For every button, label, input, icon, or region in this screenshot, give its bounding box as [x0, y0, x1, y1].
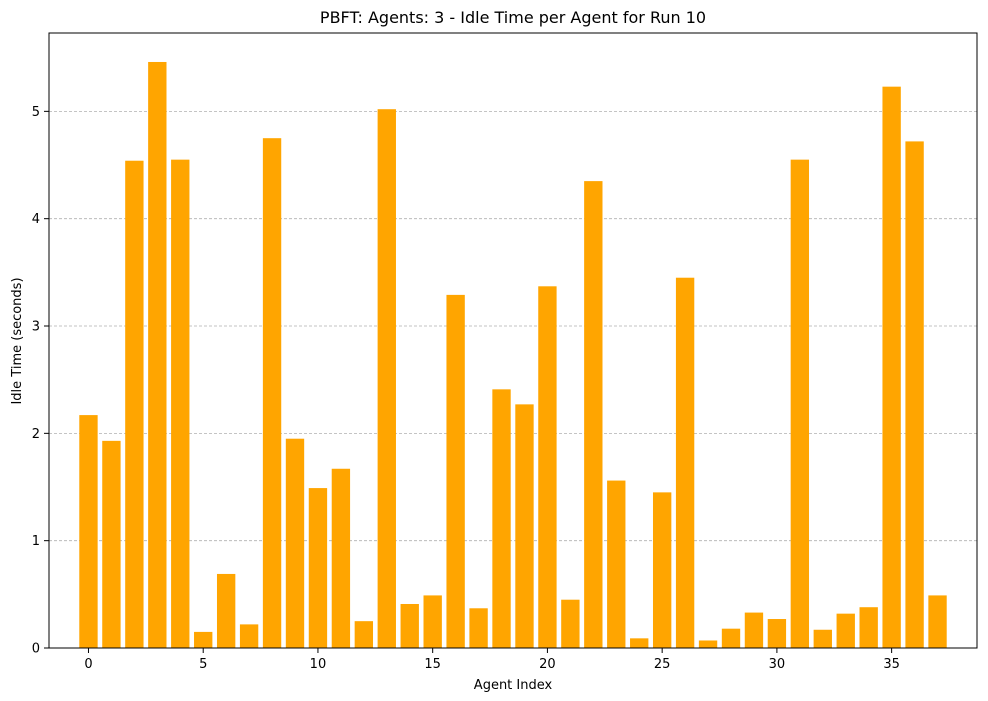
bar-agent-31: [790, 159, 810, 648]
y-tick-label: 4: [32, 212, 40, 227]
bar-agent-5: [194, 631, 213, 648]
bar-agent-37: [928, 595, 947, 648]
y-tick-label: 2: [32, 427, 40, 442]
bar-agent-0: [79, 415, 98, 648]
bar-agent-13: [377, 109, 396, 649]
bar-agent-21: [561, 599, 580, 648]
bar-agent-6: [216, 573, 236, 648]
x-tick-label: 15: [424, 657, 441, 672]
bar-agent-3: [148, 61, 167, 648]
bar-agent-16: [446, 294, 465, 648]
y-axis-ticks: 0 1 2 3 4 5: [32, 105, 49, 657]
bar-agent-15: [423, 595, 442, 648]
bar-agent-18: [492, 389, 511, 648]
bar-agent-17: [469, 608, 488, 648]
x-tick-label: 5: [199, 657, 207, 672]
bar-agent-36: [905, 141, 924, 648]
bar-agent-12: [354, 621, 374, 648]
bar-agent-1: [102, 440, 121, 648]
bar-agent-9: [285, 438, 305, 648]
plot-frame: [48, 32, 978, 649]
bar-agent-28: [721, 628, 741, 648]
x-axis-label: Agent Index: [474, 678, 553, 693]
x-tick-label: 0: [84, 657, 92, 672]
bar-agent-26: [675, 277, 695, 648]
bar-agent-10: [308, 488, 328, 648]
bar-agent-35: [882, 86, 901, 649]
x-tick-label: 20: [539, 657, 556, 672]
x-tick-label: 25: [654, 657, 671, 672]
bar-agent-8: [262, 138, 282, 649]
bar-agent-4: [171, 159, 190, 648]
x-axis-ticks: 0 5 10 15 20 25 30 35: [84, 648, 900, 672]
y-tick-label: 1: [32, 534, 40, 549]
x-tick-label: 35: [883, 657, 900, 672]
bar-agent-32: [813, 629, 832, 648]
bar-agent-23: [607, 480, 626, 648]
bars: [79, 61, 947, 649]
y-tick-label: 5: [32, 105, 40, 120]
bar-agent-29: [744, 612, 764, 648]
bar-agent-24: [630, 638, 649, 648]
bar-agent-33: [836, 613, 855, 648]
bar-agent-34: [859, 607, 878, 648]
bar-agent-14: [400, 603, 419, 648]
chart-title: PBFT: Agents: 3 - Idle Time per Agent fo…: [320, 8, 706, 27]
y-tick-label: 0: [32, 642, 40, 657]
bar-agent-7: [239, 624, 259, 648]
bar-agent-25: [652, 492, 672, 648]
bar-agent-19: [515, 404, 534, 648]
bar-agent-22: [584, 181, 603, 649]
y-tick-label: 3: [32, 320, 40, 335]
x-tick-label: 10: [310, 657, 327, 672]
bar-agent-27: [698, 640, 718, 648]
bar-agent-30: [767, 619, 787, 648]
bar-agent-2: [125, 160, 144, 648]
y-axis-label: Idle Time (seconds): [10, 277, 25, 404]
x-tick-label: 30: [769, 657, 786, 672]
bar-agent-20: [538, 286, 557, 648]
bar-agent-11: [331, 468, 351, 648]
